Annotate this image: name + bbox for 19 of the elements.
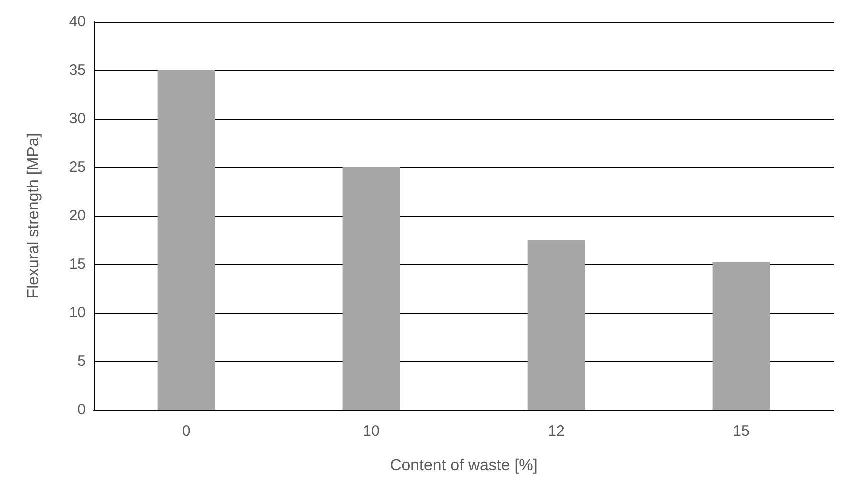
- y-tick-label: 5: [78, 353, 86, 370]
- y-tick-label: 30: [69, 110, 86, 128]
- x-tick-label: 12: [548, 423, 565, 440]
- bar: [158, 70, 216, 410]
- bar: [342, 168, 400, 410]
- x-tick-label: 10: [363, 423, 380, 440]
- y-tick-label: 40: [69, 14, 86, 30]
- y-tick-label: 20: [69, 208, 86, 224]
- x-tick-label: 15: [733, 423, 750, 440]
- y-tick-label: 15: [69, 256, 86, 273]
- bar: [528, 240, 586, 410]
- x-axis-title: Content of waste [%]: [390, 458, 538, 474]
- y-tick-label: 35: [69, 62, 86, 79]
- bar: [712, 262, 770, 410]
- x-tick-label: 0: [182, 423, 191, 440]
- y-tick-label: 0: [78, 402, 86, 418]
- y-axis-title: Flexural strength [MPa]: [26, 133, 42, 299]
- y-tick-label: 25: [69, 159, 86, 176]
- y-tick-label: 10: [69, 304, 86, 322]
